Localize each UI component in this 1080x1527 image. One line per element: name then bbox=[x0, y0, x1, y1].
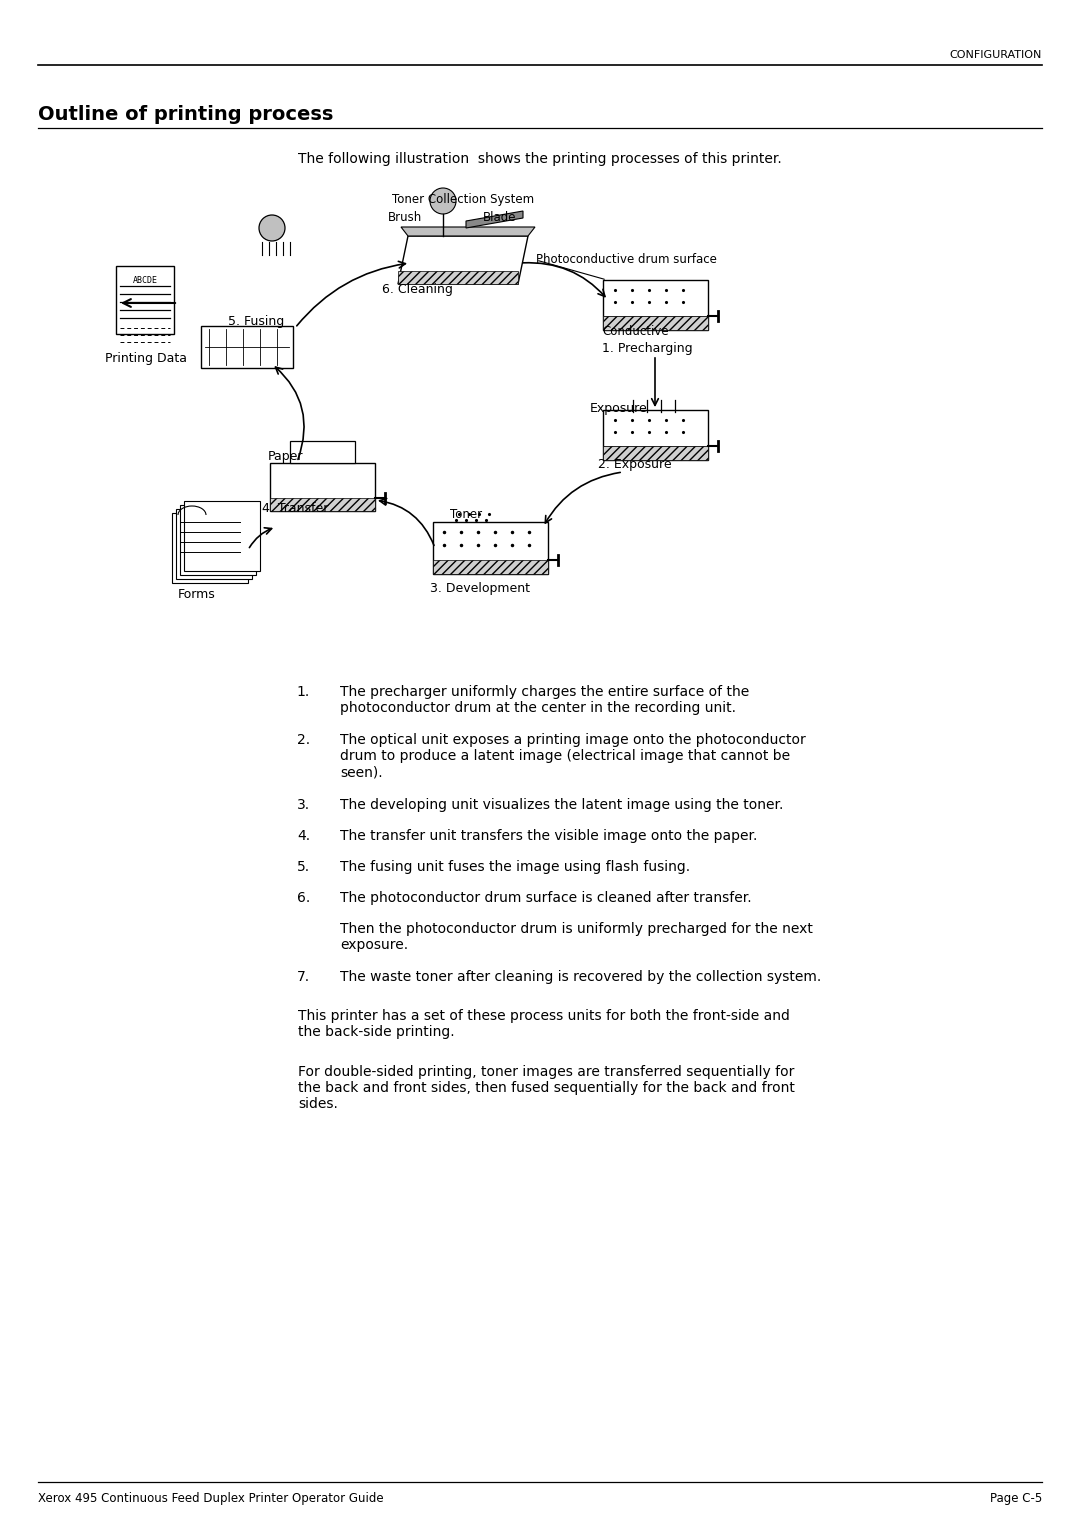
Text: Then the photoconductor drum is uniformly precharged for the next
exposure.: Then the photoconductor drum is uniforml… bbox=[340, 922, 813, 953]
Text: 3.: 3. bbox=[297, 799, 310, 812]
Text: 7.: 7. bbox=[297, 970, 310, 983]
Bar bbox=[291, 441, 355, 463]
Polygon shape bbox=[433, 560, 548, 574]
Text: The photoconductor drum surface is cleaned after transfer.: The photoconductor drum surface is clean… bbox=[340, 890, 752, 906]
Polygon shape bbox=[172, 513, 248, 583]
Text: For double-sided printing, toner images are transferred sequentially for
the bac: For double-sided printing, toner images … bbox=[298, 1064, 795, 1112]
Text: Blade: Blade bbox=[483, 211, 516, 224]
Polygon shape bbox=[465, 211, 523, 228]
Text: Printing Data: Printing Data bbox=[105, 353, 187, 365]
Polygon shape bbox=[399, 270, 518, 284]
Text: Conductive: Conductive bbox=[602, 325, 669, 337]
Polygon shape bbox=[270, 498, 375, 512]
Bar bbox=[603, 446, 708, 460]
Text: 4.: 4. bbox=[297, 829, 310, 843]
Bar bbox=[603, 279, 708, 330]
Polygon shape bbox=[603, 446, 708, 460]
Text: The developing unit visualizes the latent image using the toner.: The developing unit visualizes the laten… bbox=[340, 799, 783, 812]
Text: 2. Exposure: 2. Exposure bbox=[598, 458, 672, 470]
Text: Brush: Brush bbox=[388, 211, 422, 224]
Polygon shape bbox=[399, 237, 528, 284]
Polygon shape bbox=[184, 501, 260, 571]
Circle shape bbox=[430, 188, 456, 214]
Bar bbox=[603, 411, 708, 460]
Polygon shape bbox=[176, 508, 252, 579]
Bar bbox=[433, 522, 548, 574]
Text: 1. Precharging: 1. Precharging bbox=[602, 342, 692, 354]
Circle shape bbox=[259, 215, 285, 241]
Text: The transfer unit transfers the visible image onto the paper.: The transfer unit transfers the visible … bbox=[340, 829, 757, 843]
Text: CONFIGURATION: CONFIGURATION bbox=[949, 50, 1042, 60]
Text: 2.: 2. bbox=[297, 733, 310, 747]
Text: Xerox 495 Continuous Feed Duplex Printer Operator Guide: Xerox 495 Continuous Feed Duplex Printer… bbox=[38, 1492, 383, 1506]
Text: 4. Transfer: 4. Transfer bbox=[262, 502, 328, 515]
Text: 5. Fusing: 5. Fusing bbox=[228, 315, 284, 328]
Text: ABCDE: ABCDE bbox=[133, 276, 158, 286]
Text: Photoconductive drum surface: Photoconductive drum surface bbox=[536, 253, 717, 266]
Text: The fusing unit fuses the image using flash fusing.: The fusing unit fuses the image using fl… bbox=[340, 860, 690, 873]
Text: This printer has a set of these process units for both the front-side and
the ba: This printer has a set of these process … bbox=[298, 1009, 789, 1040]
Text: 1.: 1. bbox=[297, 686, 310, 699]
Text: Page C-5: Page C-5 bbox=[989, 1492, 1042, 1506]
Text: The optical unit exposes a printing image onto the photoconductor
drum to produc: The optical unit exposes a printing imag… bbox=[340, 733, 806, 779]
Polygon shape bbox=[180, 505, 256, 576]
Text: Exposure: Exposure bbox=[590, 402, 648, 415]
Text: Toner Collection System: Toner Collection System bbox=[392, 192, 535, 206]
Text: 6.: 6. bbox=[297, 890, 310, 906]
Text: Outline of printing process: Outline of printing process bbox=[38, 105, 334, 124]
Text: 3. Development: 3. Development bbox=[430, 582, 530, 596]
Polygon shape bbox=[603, 316, 708, 330]
Bar bbox=[201, 325, 293, 368]
Polygon shape bbox=[401, 228, 535, 237]
Bar bbox=[603, 316, 708, 330]
Text: The precharger uniformly charges the entire surface of the
photoconductor drum a: The precharger uniformly charges the ent… bbox=[340, 686, 750, 715]
Text: 5.: 5. bbox=[297, 860, 310, 873]
Text: Forms: Forms bbox=[178, 588, 216, 602]
Text: The following illustration  shows the printing processes of this printer.: The following illustration shows the pri… bbox=[298, 153, 782, 166]
Text: 6. Cleaning: 6. Cleaning bbox=[382, 282, 453, 296]
Text: Paper: Paper bbox=[268, 450, 303, 463]
Bar bbox=[116, 266, 174, 334]
Text: Toner: Toner bbox=[450, 508, 482, 521]
Text: The waste toner after cleaning is recovered by the collection system.: The waste toner after cleaning is recove… bbox=[340, 970, 821, 983]
Bar bbox=[270, 463, 375, 512]
